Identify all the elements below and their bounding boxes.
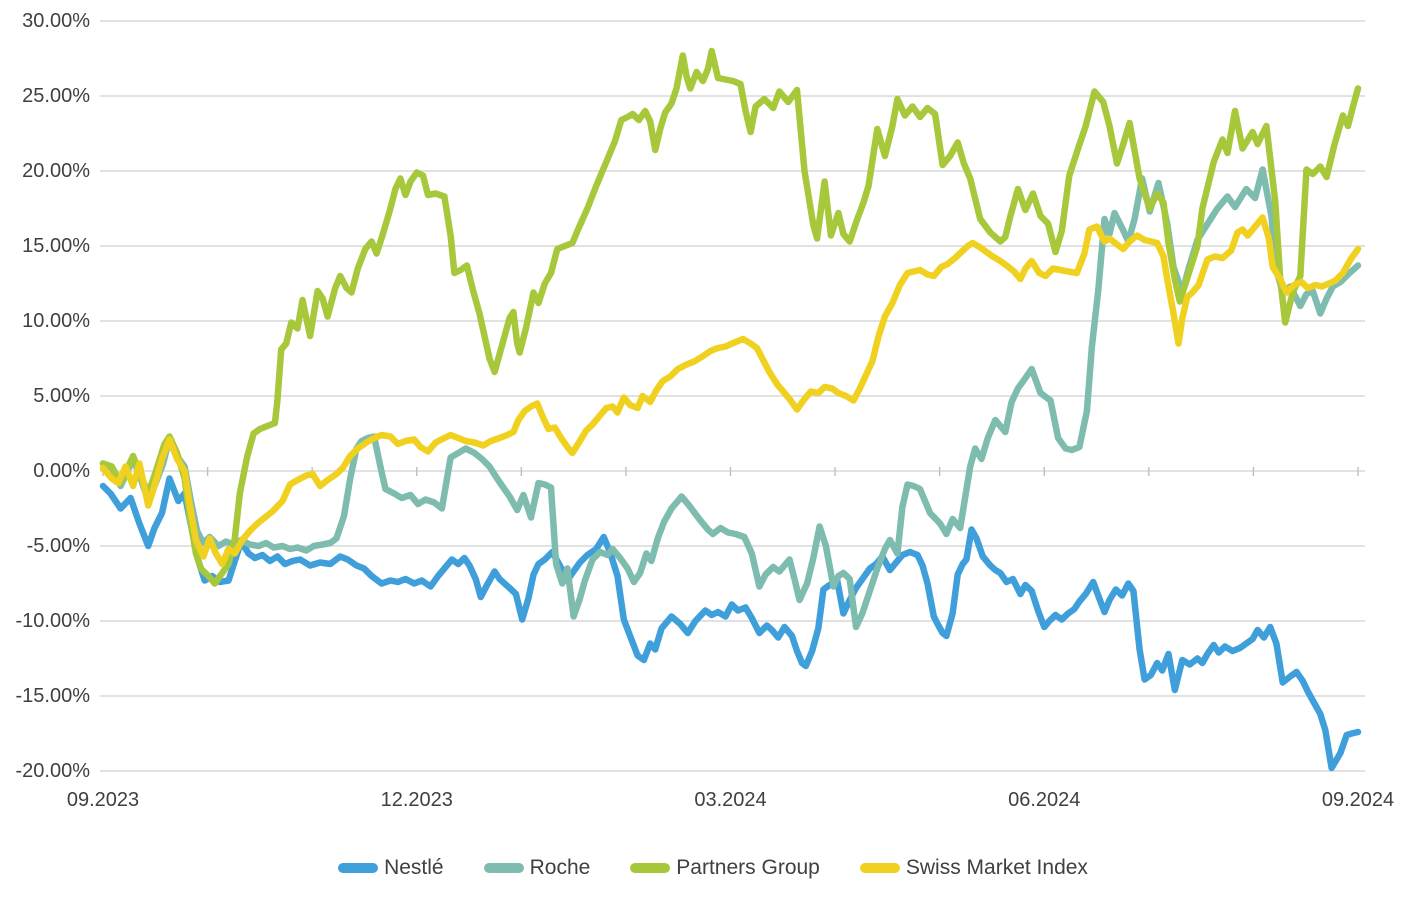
series-line-nestl <box>99 475 1362 772</box>
legend-label-nestle: Nestlé <box>384 856 444 879</box>
y-axis-tick-label: 5.00% <box>33 385 90 407</box>
y-axis-tick-label: -10.00% <box>16 610 91 632</box>
x-axis-tick-label: 09.2023 <box>67 789 139 811</box>
legend-label-partners-group: Partners Group <box>676 856 820 879</box>
legend-label-swiss-market-index: Swiss Market Index <box>905 856 1088 879</box>
y-axis-tick-label: 10.00% <box>22 310 90 332</box>
y-axis-tick-label: 15.00% <box>22 235 90 257</box>
nestle-series-swatch-icon <box>338 863 379 873</box>
y-axis-tick-label: 20.00% <box>22 160 90 182</box>
y-axis-tick-label: 0.00% <box>33 460 90 482</box>
y-axis-tick-label: -5.00% <box>27 535 91 557</box>
swiss-market-index-series-swatch-icon <box>859 863 900 873</box>
y-axis-tick-label: -20.00% <box>16 760 91 782</box>
series-line-partners-group <box>99 47 1362 587</box>
y-axis-tick-label: 25.00% <box>22 85 90 107</box>
x-axis-tick-label: 03.2024 <box>694 789 766 811</box>
legend-item-roche: Roche <box>483 856 591 880</box>
roche-series-swatch-icon <box>483 863 524 873</box>
x-axis-tick-label: 09.2024 <box>1322 789 1394 811</box>
legend-item-nestle: Nestlé <box>338 856 444 880</box>
y-axis-tick-label: -15.00% <box>16 685 91 707</box>
legend-item-partners-group: Partners Group <box>630 856 820 880</box>
y-axis-tick-label: 30.00% <box>22 10 90 32</box>
legend-item-swiss-market-index: Swiss Market Index <box>859 856 1088 880</box>
legend-label-roche: Roche <box>529 856 591 879</box>
x-axis-tick-label: 12.2023 <box>381 789 453 811</box>
x-axis-tick-label: 06.2024 <box>1008 789 1080 811</box>
series-line-swiss-market-index <box>99 214 1362 568</box>
partners-group-series-swatch-icon <box>630 863 671 873</box>
chart-legend: Nestlé Roche Partners Group Swiss Market… <box>0 856 1426 880</box>
